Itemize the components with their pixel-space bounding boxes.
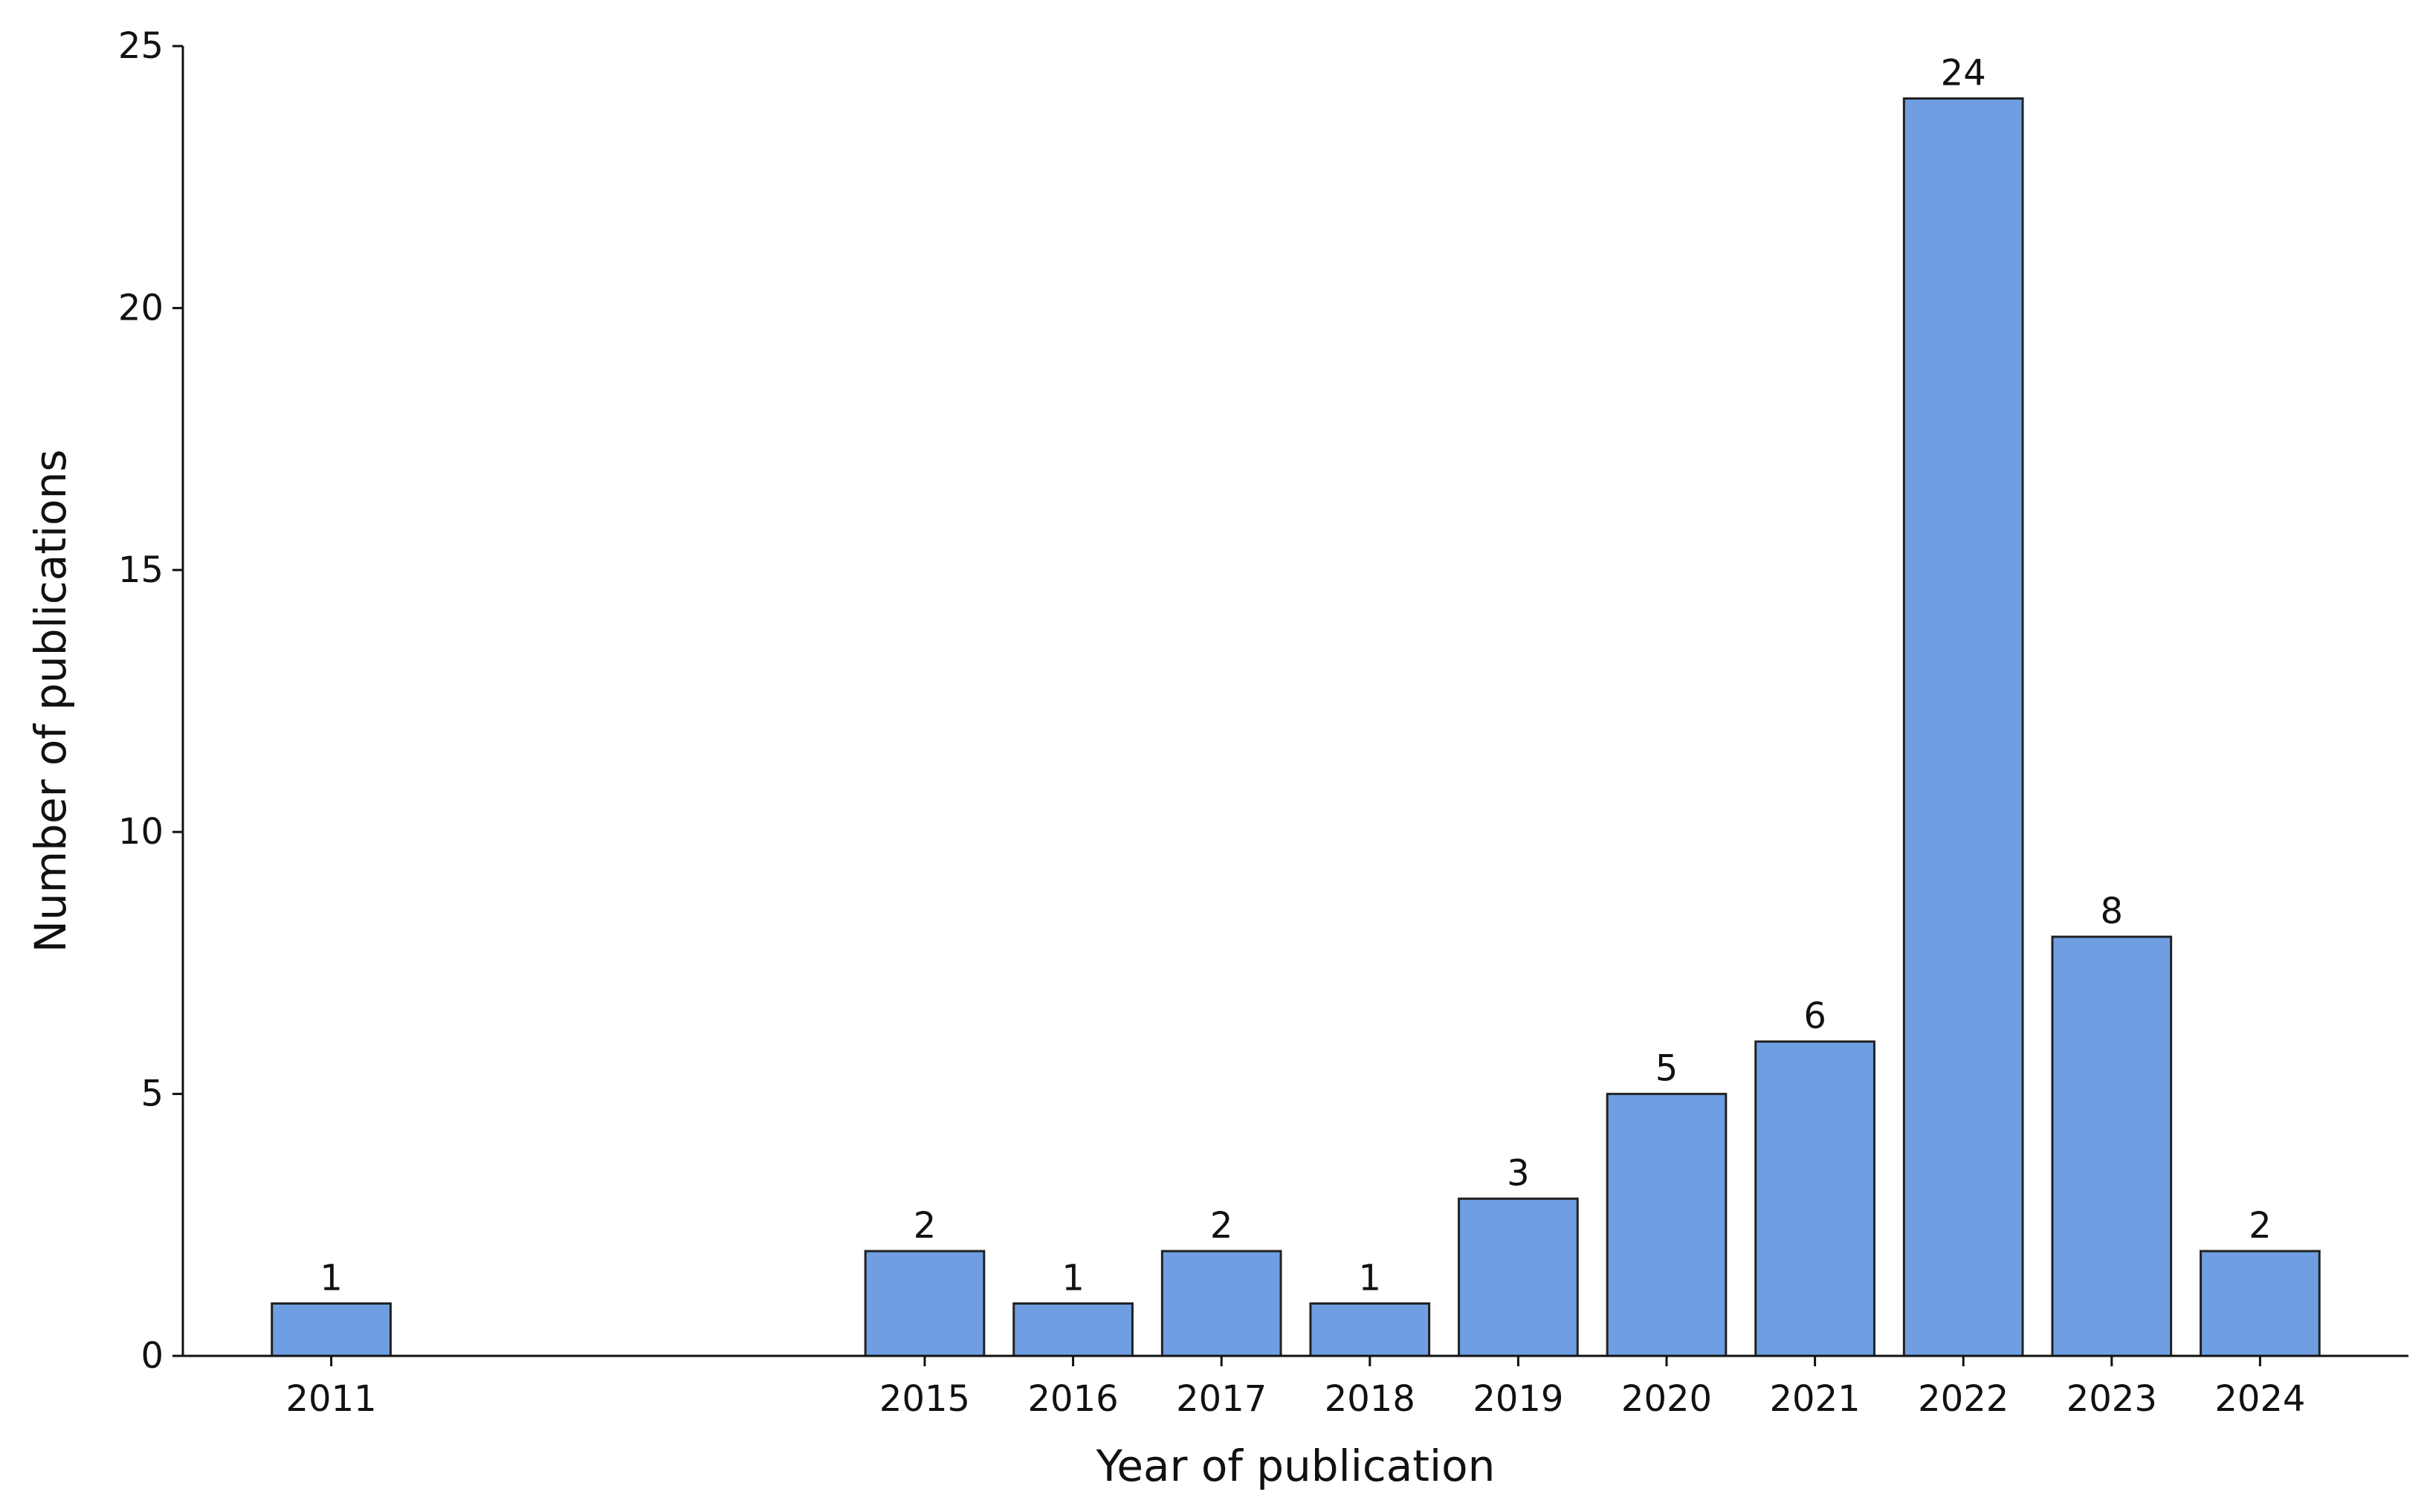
x-tick-label-2022: 2022	[1918, 1378, 2009, 1420]
x-tick-label-2016: 2016	[1028, 1378, 1119, 1420]
bar-2021	[1754, 1040, 1875, 1357]
data-label-2018: 1	[1359, 1258, 1382, 1299]
data-label-2020: 5	[1655, 1048, 1678, 1090]
data-label-2021: 6	[1803, 995, 1826, 1037]
x-tick-label-2023: 2023	[2067, 1378, 2157, 1420]
bar-2022	[1902, 97, 2024, 1357]
bar-2020	[1606, 1093, 1728, 1357]
y-tick-label-10: 10	[118, 811, 164, 853]
data-label-2017: 2	[1210, 1205, 1233, 1247]
data-labels-layer: 1 2 1 2 1 3 5 6 24 8 2	[320, 52, 2271, 1299]
y-axis-label: Number of publications	[25, 449, 76, 952]
x-tick-label-2015: 2015	[879, 1378, 970, 1420]
bar-2017	[1160, 1250, 1282, 1357]
bar-2019	[1458, 1198, 1579, 1357]
y-tick-label-20: 20	[118, 287, 164, 329]
x-tick-label-2019: 2019	[1473, 1378, 1563, 1420]
bar-2011	[271, 1302, 392, 1357]
data-label-2016: 1	[1061, 1258, 1085, 1299]
bar-2024	[2200, 1250, 2321, 1357]
x-tick-label-2020: 2020	[1621, 1378, 1712, 1420]
x-tick-label-2018: 2018	[1325, 1378, 1415, 1420]
x-tick-label-2024: 2024	[2214, 1378, 2305, 1420]
data-label-2022: 24	[1941, 52, 1986, 94]
data-label-2015: 2	[914, 1205, 937, 1247]
x-tick-label-2021: 2021	[1770, 1378, 1861, 1420]
bar-2015	[864, 1250, 986, 1357]
bar-2023	[2051, 935, 2173, 1357]
data-label-2019: 3	[1507, 1153, 1530, 1195]
data-label-2024: 2	[2249, 1205, 2272, 1247]
x-tick-label-2017: 2017	[1176, 1378, 1267, 1420]
x-tick-label-2011: 2011	[286, 1378, 377, 1420]
data-label-2023: 8	[2101, 891, 2124, 932]
y-tick-label-25: 25	[118, 25, 164, 67]
bar-2018	[1309, 1302, 1431, 1357]
bar-2016	[1012, 1302, 1134, 1357]
y-tick-label-15: 15	[118, 549, 164, 591]
data-label-2011: 1	[320, 1258, 343, 1299]
y-tick-label-0: 0	[140, 1335, 164, 1377]
x-axis-label: Year of publication	[1096, 1441, 1496, 1491]
y-tick-label-5: 5	[140, 1073, 164, 1115]
bars-layer	[271, 97, 2321, 1357]
